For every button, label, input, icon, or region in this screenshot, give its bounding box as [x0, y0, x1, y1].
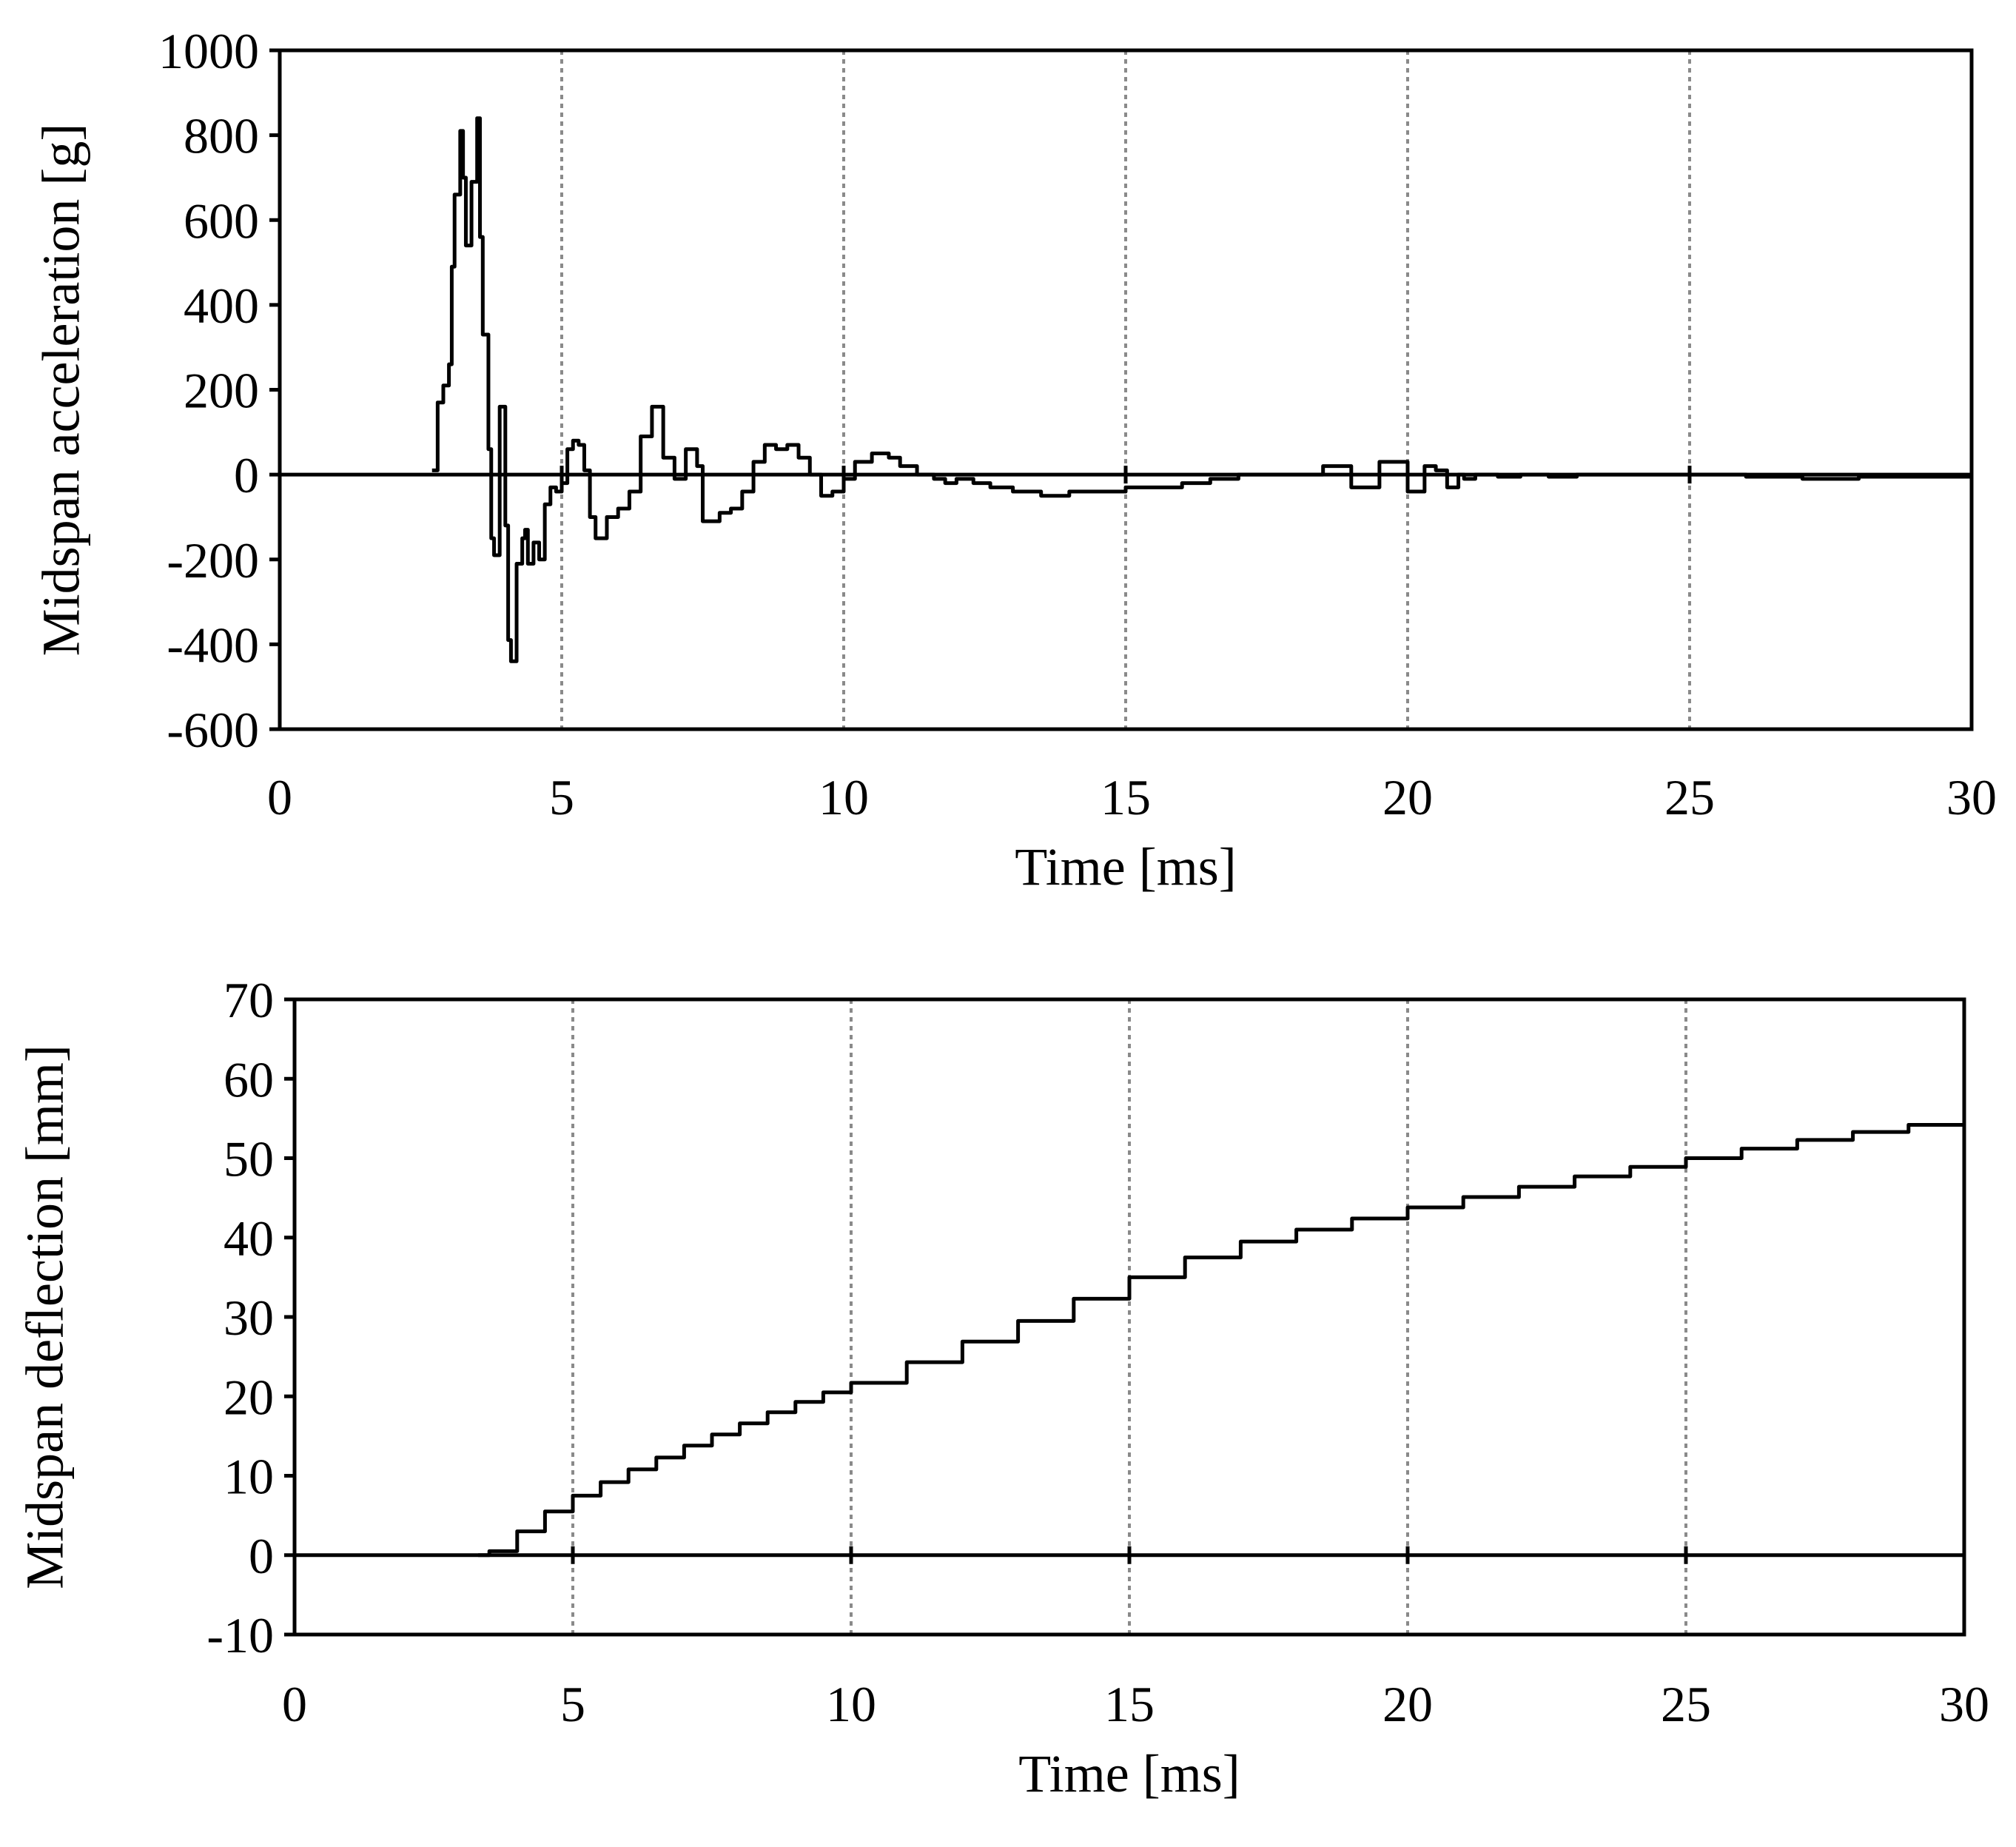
y-tick-label: -10 — [206, 1607, 274, 1663]
x-tick-label: 25 — [1664, 769, 1715, 825]
y-tick-label: 40 — [224, 1210, 274, 1267]
y-axis-label: Midspan acceleration [g] — [32, 124, 91, 657]
y-tick-label: 10 — [224, 1449, 274, 1505]
x-tick-label: 15 — [1101, 769, 1151, 825]
y-tick-label: 800 — [184, 108, 259, 164]
plot-frame — [292, 997, 1966, 1637]
x-tick-label: 0 — [282, 1676, 307, 1732]
y-tick-label: 600 — [184, 192, 259, 249]
x-tick-label: 15 — [1104, 1676, 1155, 1732]
x-tick-label: 0 — [267, 769, 292, 825]
y-tick-label: 60 — [224, 1051, 274, 1107]
y-tick-label: 70 — [224, 972, 274, 1028]
series-line-0 — [431, 116, 1972, 663]
y-tick-label: 30 — [224, 1290, 274, 1346]
y-tick-label: -200 — [167, 532, 259, 589]
x-tick-label: 30 — [1946, 769, 1997, 825]
y-tick-label: 200 — [184, 363, 259, 419]
x-tick-label: 5 — [560, 1676, 585, 1732]
y-tick-label: 400 — [184, 278, 259, 334]
x-tick-label: 30 — [1939, 1676, 1989, 1732]
y-tick-label: 0 — [234, 447, 259, 503]
y-axis-label: Midspan deflection [mm] — [16, 1045, 75, 1589]
y-tick-label: -600 — [167, 702, 259, 758]
y-tick-label: -400 — [167, 617, 259, 673]
x-tick-label: 10 — [826, 1676, 876, 1732]
y-tick-label: 20 — [224, 1369, 274, 1425]
acceleration-chart: -600 -400 -200 0 200 400 600 800 1000 0 5 10 15 20 25 3… — [32, 23, 1997, 896]
y-tick-label: 1000 — [158, 23, 259, 79]
x-axis-label: Time [ms] — [1018, 1744, 1240, 1803]
x-tick-label: 25 — [1661, 1676, 1711, 1732]
x-axis-label: Time [ms] — [1015, 837, 1236, 896]
x-tick-label: 10 — [819, 769, 869, 825]
x-tick-label: 20 — [1382, 1676, 1433, 1732]
series-line-0 — [478, 1118, 1966, 1558]
y-tick-label: 0 — [249, 1528, 274, 1584]
y-tick-label: 50 — [224, 1131, 274, 1187]
x-tick-label: 20 — [1382, 769, 1433, 825]
x-tick-label: 5 — [549, 769, 574, 825]
